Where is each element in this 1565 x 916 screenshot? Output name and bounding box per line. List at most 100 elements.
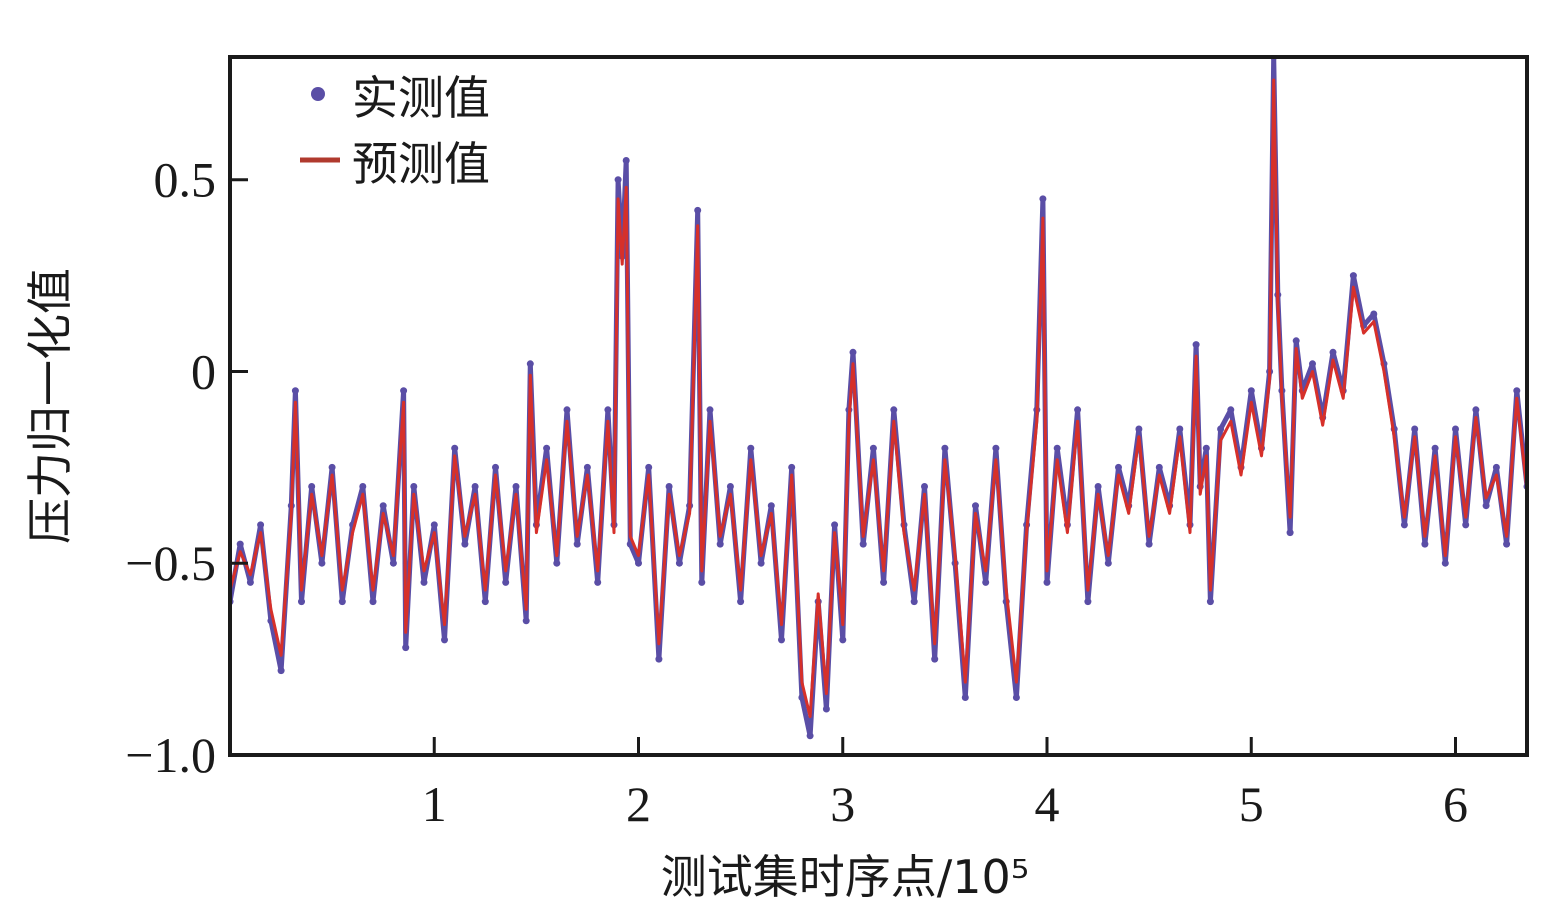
series-measured-point [635, 559, 642, 567]
series-measured-point [1349, 272, 1357, 280]
x-tick-label: 6 [1443, 776, 1468, 832]
series-measured-point [869, 444, 877, 452]
legend-label-predicted: 预测值 [352, 137, 490, 191]
series-measured-point [471, 483, 479, 490]
x-tick-label: 5 [1239, 776, 1264, 832]
series-measured-point [1452, 425, 1459, 433]
x-tick-label: 1 [422, 776, 447, 832]
series-measured-point [246, 578, 254, 586]
series-measured-point [1482, 502, 1490, 510]
x-tick-label: 4 [1035, 776, 1060, 832]
series-measured-point [806, 732, 814, 740]
series-measured-point [972, 502, 979, 510]
series-measured-point [402, 644, 410, 652]
series-measured-point [502, 578, 510, 586]
series-measured-point [1176, 425, 1184, 433]
series-measured-point [645, 463, 653, 471]
series-measured-point [583, 463, 591, 471]
series-measured-point [1441, 559, 1449, 567]
series-measured-point [716, 540, 724, 548]
series-measured-point [594, 578, 602, 586]
series-measured-point [849, 348, 857, 356]
series-measured-point [573, 540, 581, 548]
series-predicted-line [230, 78, 1527, 719]
series-measured-point [1145, 540, 1153, 548]
series-measured-point [1104, 559, 1112, 567]
series-measured-point [1247, 387, 1255, 395]
series-measured-point [859, 540, 867, 548]
series-measured-point [726, 483, 734, 490]
series-measured-point [604, 406, 612, 414]
series-measured-point [481, 598, 489, 606]
series-layer [230, 57, 1527, 740]
series-measured-point [1309, 360, 1316, 368]
series-measured-point [622, 157, 630, 164]
series-measured-point [257, 521, 265, 529]
series-measured-point [831, 521, 839, 529]
series-measured-point [522, 617, 530, 625]
series-measured-point [389, 559, 397, 567]
series-measured-point [614, 176, 622, 184]
series-measured-point [1462, 521, 1470, 529]
series-measured-point [553, 559, 561, 567]
y-tick-label: 0 [191, 343, 216, 399]
x-tick-label: 3 [830, 776, 855, 832]
series-measured-point [1513, 387, 1521, 395]
y-tick-label: −0.5 [125, 535, 216, 591]
series-measured-point [1227, 406, 1235, 414]
series-measured-point [788, 463, 796, 471]
series-measured-point [1202, 444, 1210, 452]
series-measured-point [747, 444, 755, 452]
series-measured-point [1472, 406, 1480, 414]
y-tick-label: −1.0 [125, 727, 216, 783]
series-measured-point [931, 655, 939, 663]
series-measured-point [1094, 483, 1102, 490]
series-measured-point [526, 360, 534, 368]
series-measured-point [291, 387, 299, 395]
series-measured-point [1115, 463, 1122, 471]
series-measured-point [910, 598, 918, 606]
series-measured-point [706, 406, 714, 414]
plot-frame [228, 55, 1529, 757]
series-measured-point [1329, 348, 1337, 356]
series-measured-point [563, 406, 571, 414]
series-measured-point [1370, 310, 1378, 318]
series-measured-point [410, 483, 418, 490]
series-measured-point [461, 540, 469, 548]
series-measured-point [400, 387, 408, 395]
series-measured-point [665, 483, 673, 490]
series-measured-point [1503, 540, 1511, 548]
series-measured-point [1074, 406, 1082, 414]
series-measured-point [767, 502, 775, 510]
series-measured-point [655, 655, 663, 663]
series-measured-point [941, 444, 949, 452]
series-measured-point [1292, 337, 1300, 345]
series-measured-point [420, 578, 428, 586]
series-measured-point [839, 636, 847, 644]
series-measured-point [277, 667, 285, 675]
series-measured-point [441, 636, 448, 644]
series-measured-point [369, 598, 377, 606]
series-measured-point [694, 206, 702, 214]
series-measured-point [1431, 444, 1439, 452]
series-measured-point [379, 502, 387, 510]
series-measured-point [1192, 341, 1200, 349]
series-measured-point [1084, 598, 1092, 606]
y-tick-label: 0.5 [154, 152, 217, 208]
series-measured-point [318, 559, 326, 567]
series-measured-point [1411, 425, 1419, 433]
series-measured-point [512, 483, 520, 490]
series-measured-point [1135, 425, 1143, 433]
series-measured-point [880, 578, 888, 586]
series-measured-point [328, 463, 336, 471]
series-measured-point [737, 598, 745, 606]
series-measured-point [543, 444, 551, 452]
series-measured-point [298, 598, 305, 606]
series-measured-point [1039, 195, 1047, 203]
series-measured-point [1421, 540, 1429, 548]
y-axis-title: 压力归一化值 [23, 268, 77, 544]
series-measured-point [492, 463, 499, 471]
legend-label-measured: 实测值 [352, 71, 490, 125]
series-measured-point [961, 694, 969, 701]
